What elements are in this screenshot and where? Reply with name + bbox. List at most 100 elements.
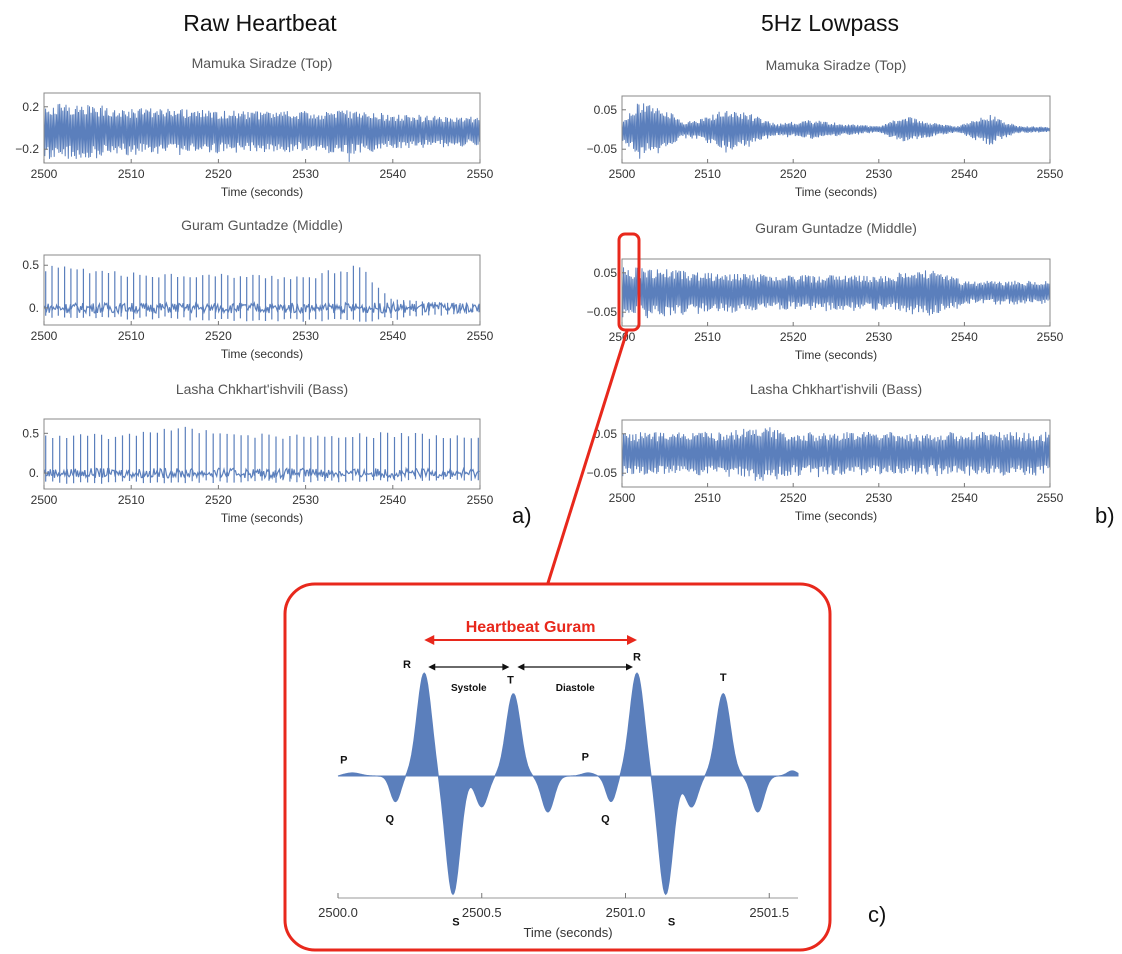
signal-line (621, 427, 1051, 481)
zoom-highlight-box (617, 232, 641, 332)
interval-label: Diastole (556, 683, 595, 694)
x-axis-label: Time (seconds) (523, 925, 612, 940)
interval-arrow-left (428, 663, 436, 671)
signal-line (621, 267, 1051, 319)
chart-lp-bass: Lasha Chkhart'ishvili (Bass) 2500 2510 2520… (587, 381, 1064, 523)
x-tick-label: 2500 (609, 167, 636, 181)
chart-title: Mamuka Siradze (Top) (766, 57, 907, 73)
x-axis-label: Time (seconds) (221, 185, 303, 199)
x-tick-label: 2520 (205, 167, 232, 181)
x-tick-label: 2550 (467, 493, 494, 507)
chart-lp-middle: Guram Guntadze (Middle) 2500 2510 2520 2530 2… (587, 220, 1064, 362)
x-tick-label: 2500 (31, 493, 58, 507)
chart-raw-top: Mamuka Siradze (Top) 2500 2510 2520 2530 2540… (15, 55, 493, 199)
x-tick-label: 2520 (780, 330, 807, 344)
x-axis-label: Time (seconds) (795, 509, 877, 523)
x-tick-label: 2540 (379, 329, 406, 343)
heartbeat-arrow-right (627, 635, 637, 645)
chart-lp-top: Mamuka Siradze (Top) 2500 2510 2520 2530 2540… (587, 57, 1064, 199)
chart-title: Lasha Chkhart'ishvili (Bass) (176, 381, 348, 397)
signal-line (43, 265, 480, 322)
y-tick-label: 0.5 (22, 258, 39, 272)
wave-label-q: Q (601, 813, 610, 825)
wave-label-t: T (507, 674, 514, 686)
x-tick-label: 2510 (694, 330, 721, 344)
wave-label-p: P (340, 755, 347, 767)
x-tick-label: 2540 (379, 493, 406, 507)
plot-frame (621, 95, 1051, 164)
wave-label-r: R (403, 659, 411, 671)
inset-frame (283, 582, 832, 952)
x-tick-label: 2510 (118, 167, 145, 181)
interval-arrow-right (626, 663, 633, 671)
plot-frame (43, 254, 481, 326)
x-tick-label: 2520 (205, 493, 232, 507)
signal-line (621, 103, 1051, 159)
raw-heartbeat-title: Raw Heartbeat (183, 10, 337, 36)
x-tick-label: 2550 (1037, 330, 1064, 344)
x-tick-label: 2540 (379, 167, 406, 181)
interval-arrow-right (502, 663, 510, 671)
x-tick-label: 2530 (865, 330, 892, 344)
chart-title: Lasha Chkhart'ishvili (Bass) (750, 381, 922, 397)
heartbeat-arrow-left (424, 635, 435, 645)
x-tick-label: 2510 (118, 329, 145, 343)
x-tick-label: 2540 (951, 330, 978, 344)
chart-raw-bass: Lasha Chkhart'ishvili (Bass) 2500 2510 2520… (22, 381, 493, 525)
x-tick-label: 2510 (694, 491, 721, 505)
x-axis-label: Time (seconds) (221, 347, 303, 361)
x-tick-label: 2530 (292, 329, 319, 343)
interval-arrow-left (517, 663, 525, 671)
chart-inset: 2500.0 2500.5 2501.0 2501.5 Time (seconds) P Q… (318, 619, 799, 940)
x-tick-label: 2500 (31, 329, 58, 343)
x-tick-label: 2500 (609, 330, 636, 344)
x-tick-label: 2500.5 (462, 905, 502, 920)
lowpass-title: 5Hz Lowpass (760, 10, 900, 36)
panel-b-label: b) (1095, 503, 1115, 528)
plot-frame (43, 418, 481, 490)
x-tick-label: 2510 (694, 167, 721, 181)
y-tick-label: 0. (29, 466, 39, 480)
x-tick-label: 2540 (951, 167, 978, 181)
x-tick-label: 2550 (467, 167, 494, 181)
y-tick-label: −0.05 (587, 466, 618, 480)
y-tick-label: 0.05 (594, 427, 618, 441)
x-tick-label: 2530 (292, 167, 319, 181)
x-tick-label: 2510 (118, 493, 145, 507)
y-tick-label: 0.2 (22, 100, 39, 114)
x-tick-label: 2501.5 (749, 905, 789, 920)
y-tick-label: 0. (29, 301, 39, 315)
y-tick-label: 0.05 (594, 103, 618, 117)
zoom-connector-line (546, 330, 629, 584)
plot-frame (43, 92, 481, 164)
ecg-waveform (337, 672, 799, 896)
chart-title: Guram Guntadze (Middle) (181, 217, 343, 233)
wave-label-t: T (720, 672, 727, 684)
y-tick-label: −0.2 (15, 142, 39, 156)
wave-label-q: Q (385, 813, 394, 825)
x-tick-label: 2550 (1037, 491, 1064, 505)
interval-label: Systole (451, 683, 487, 694)
plot-frame (621, 419, 1051, 488)
x-tick-label: 2530 (292, 493, 319, 507)
chart-title: Guram Guntadze (Middle) (755, 220, 917, 236)
y-tick-label: −0.05 (587, 305, 618, 319)
wave-label-s: S (668, 916, 675, 928)
wave-label-p: P (582, 752, 589, 764)
x-tick-label: 2501.0 (606, 905, 646, 920)
y-tick-label: 0.05 (594, 266, 618, 280)
x-tick-label: 2520 (205, 329, 232, 343)
chart-title: Mamuka Siradze (Top) (192, 55, 333, 71)
y-tick-label: 0.5 (22, 426, 39, 440)
y-tick-label: −0.05 (587, 142, 618, 156)
x-tick-label: 2520 (780, 491, 807, 505)
panel-a-label: a) (512, 503, 532, 528)
x-axis-label: Time (seconds) (221, 511, 303, 525)
x-tick-label: 2500.0 (318, 905, 358, 920)
x-tick-label: 2550 (1037, 167, 1064, 181)
wave-label-r: R (633, 652, 641, 664)
x-axis-label: Time (seconds) (795, 185, 877, 199)
plot-frame (621, 258, 1051, 327)
signal-line (43, 103, 481, 162)
